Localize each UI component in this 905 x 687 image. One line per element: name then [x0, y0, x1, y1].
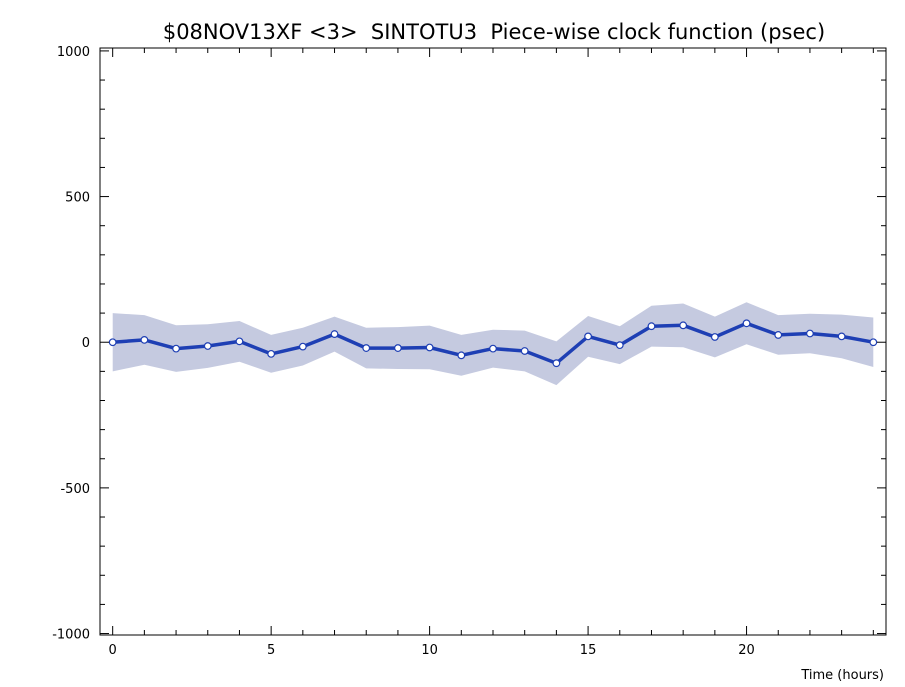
y-tick-label: -1000	[52, 628, 90, 643]
data-point	[710, 333, 719, 341]
x-tick-label: 15	[580, 643, 597, 658]
data-point	[457, 351, 466, 360]
x-axis-label: Time (hours)	[800, 668, 884, 683]
data-point	[298, 342, 307, 351]
data-point	[806, 329, 814, 338]
x-tick-label: 5	[267, 643, 275, 658]
y-tick-label: 1000	[57, 45, 90, 60]
data-point	[679, 321, 688, 330]
data-point	[108, 338, 117, 347]
x-tick-label: 10	[421, 643, 438, 658]
data-point	[172, 344, 180, 353]
y-tick-label: -500	[60, 482, 90, 497]
chart-title: $08NOV13XF <3> SINTOTU3 Piece-wise clock…	[163, 20, 825, 44]
data-point	[394, 344, 402, 352]
data-point	[615, 341, 624, 350]
data-point	[584, 332, 592, 341]
data-point	[267, 349, 276, 358]
x-tick-label: 0	[109, 643, 117, 658]
plot-area	[108, 302, 878, 386]
data-point	[203, 342, 212, 350]
data-point	[837, 332, 846, 341]
x-axis: 0 5 10 15 20	[109, 48, 874, 658]
data-point	[425, 343, 434, 352]
data-point	[330, 330, 339, 338]
data-point	[235, 337, 244, 346]
data-point	[774, 331, 783, 339]
data-point	[520, 347, 529, 355]
data-point	[742, 319, 751, 328]
data-markers	[108, 319, 878, 368]
data-point	[362, 344, 371, 352]
y-axis: -1000 -500 0 500 1000	[52, 45, 886, 643]
y-tick-label: 500	[65, 191, 90, 206]
data-point	[869, 338, 878, 347]
data-point	[647, 322, 656, 331]
data-point	[489, 344, 497, 353]
data-point	[140, 335, 149, 344]
y-tick-label: 0	[82, 336, 90, 351]
x-tick-label: 20	[738, 643, 755, 658]
data-point	[552, 359, 561, 368]
